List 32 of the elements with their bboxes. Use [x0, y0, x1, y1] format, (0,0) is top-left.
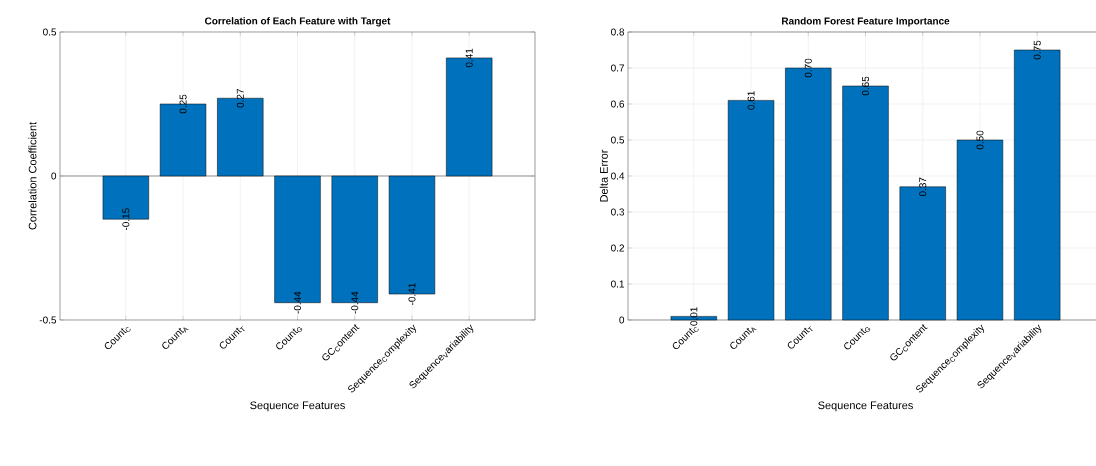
y-tick-label: -0.5	[39, 316, 57, 324]
data-label: -0.44	[293, 291, 302, 314]
y-axis-title: Correlation Coefficient	[28, 121, 37, 230]
chart-title: Correlation of Each Feature with Target	[205, 17, 391, 27]
y-tick-label: 0.5	[611, 136, 625, 144]
y-tick-label: 0	[619, 316, 625, 324]
data-label: -0.41	[408, 283, 416, 305]
y-tick-label: 0.4	[611, 172, 625, 180]
chart-title: Random Forest Feature Importance	[782, 17, 950, 27]
y-tick-label: 0	[51, 172, 57, 180]
y-tick-label: 0.5	[43, 28, 57, 36]
data-label: 0.41	[465, 48, 473, 68]
data-label: 0.65	[861, 76, 870, 96]
data-label: -0.15	[122, 208, 130, 231]
x-axis-title: Sequence Features	[818, 401, 913, 412]
data-label: 0.70	[804, 58, 812, 78]
y-tick-label: 0.7	[611, 64, 624, 72]
y-tick-label: 0.8	[611, 28, 625, 36]
data-label: 0.50	[976, 130, 984, 150]
data-label: 0.25	[179, 94, 187, 114]
data-label: 0.37	[919, 177, 927, 197]
data-label: 0.61	[747, 91, 755, 110]
y-tick-label: 0.2	[611, 244, 624, 252]
data-label: 0.27	[236, 89, 244, 108]
x-axis-title: Sequence Features	[250, 401, 345, 412]
y-tick-label: 0.6	[611, 100, 625, 108]
y-tick-label: 0.1	[611, 280, 625, 288]
y-axis-title: Delta Error	[599, 149, 608, 202]
y-tick-label: 0.3	[611, 208, 625, 216]
data-label: 0.75	[1033, 40, 1041, 60]
data-label: -0.44	[351, 291, 359, 314]
data-label: 0.01	[690, 307, 698, 326]
